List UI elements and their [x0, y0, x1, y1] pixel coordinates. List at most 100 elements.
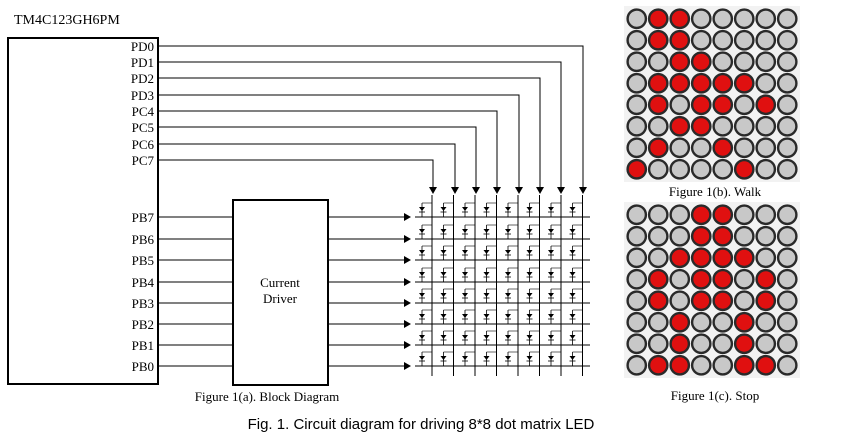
led-diode-symbol [440, 229, 447, 233]
column-pin-label: PD3 [131, 88, 154, 103]
walk-led-display [624, 6, 800, 182]
led-dot-on [712, 94, 734, 116]
led-diode-symbol [548, 250, 554, 254]
column-wire [158, 45, 587, 194]
led-diode-symbol [505, 314, 511, 318]
led-diode-symbol [548, 314, 554, 318]
led-diode-symbol [548, 293, 554, 297]
led-diode-symbol [548, 229, 554, 233]
led-dot-on [755, 290, 777, 312]
led-dot-off [776, 29, 798, 51]
row-pin-label: PB6 [132, 232, 155, 247]
led-dot-off [626, 354, 648, 376]
led-diode-symbol [419, 229, 425, 233]
led-dot-on [647, 354, 669, 376]
led-dot-off [626, 333, 648, 355]
led-dot-off [733, 225, 755, 247]
led-diode-symbol [440, 207, 447, 211]
led-dot-off [626, 290, 648, 312]
led-diode-symbol [505, 335, 511, 339]
led-dot-on [647, 268, 669, 290]
led-dot-on [690, 72, 712, 94]
mcu-name: TM4C123GH6PM [14, 13, 120, 28]
led-diode-symbol [526, 314, 533, 318]
column-wire [158, 159, 437, 194]
led-diode-symbol [505, 250, 511, 254]
led-dot-on [712, 268, 734, 290]
row-pin-label: PB4 [132, 275, 155, 290]
led-diode-symbol [462, 250, 468, 254]
led-diode-symbol [483, 207, 490, 211]
led-diode-symbol [462, 229, 468, 233]
current-driver-label-line2: Driver [263, 291, 298, 306]
led-dot-off [733, 204, 755, 226]
led-dot-off [626, 311, 648, 333]
led-dot-on [712, 72, 734, 94]
led-dot-on [669, 115, 691, 137]
led-dot-off [776, 72, 798, 94]
led-dot-off [755, 72, 777, 94]
led-diode-symbol [548, 272, 554, 276]
led-dot-off [776, 137, 798, 159]
column-pin-label: PC7 [132, 153, 155, 168]
led-dot-on [669, 72, 691, 94]
column-pin-label: PC6 [132, 137, 155, 152]
led-dot-off [733, 29, 755, 51]
led-diode-symbol [505, 207, 511, 211]
led-dot-off [755, 158, 777, 180]
led-dot-off [733, 94, 755, 116]
led-dot-off [647, 225, 669, 247]
led-dot-off [755, 8, 777, 30]
led-diode-symbol [548, 207, 554, 211]
display-background [624, 202, 800, 378]
led-diode-symbol [569, 229, 576, 233]
led-diode-symbol [419, 293, 425, 297]
led-diode-symbol [526, 207, 533, 211]
led-diode-symbol [526, 293, 533, 297]
led-dot-off [690, 311, 712, 333]
led-diode-symbol [569, 207, 576, 211]
led-dot-on [712, 204, 734, 226]
led-dot-on [669, 354, 691, 376]
led-dot-off [626, 115, 648, 137]
led-dot-on [669, 29, 691, 51]
led-dot-off [647, 333, 669, 355]
led-dot-on [647, 72, 669, 94]
caption-block-diagram: Figure 1(a). Block Diagram [195, 389, 339, 404]
led-dot-off [647, 115, 669, 137]
led-diode-symbol [483, 272, 490, 276]
led-dot-off [712, 354, 734, 376]
row-pin-label: PB3 [132, 296, 154, 311]
led-dot-off [712, 8, 734, 30]
led-dot-off [626, 225, 648, 247]
led-dot-off [669, 94, 691, 116]
column-wire [158, 110, 501, 194]
led-diode-symbol [419, 356, 425, 360]
led-dot-off [626, 137, 648, 159]
led-dot-off [776, 204, 798, 226]
led-dot-off [690, 137, 712, 159]
led-dot-off [776, 290, 798, 312]
led-dot-on [647, 290, 669, 312]
row-pin-label: PB1 [132, 338, 154, 353]
led-dot-off [626, 94, 648, 116]
led-diode-symbol [505, 356, 511, 360]
led-dot-off [690, 29, 712, 51]
led-dot-off [669, 158, 691, 180]
led-dot-off [776, 225, 798, 247]
led-dot-on [690, 51, 712, 73]
led-dot-off [712, 115, 734, 137]
led-diode-symbol [569, 356, 576, 360]
led-dot-on [712, 290, 734, 312]
led-dot-off [690, 8, 712, 30]
column-pin-label: PD2 [131, 71, 154, 86]
led-diode-symbol [419, 314, 425, 318]
led-dot-off [776, 115, 798, 137]
led-dot-on [669, 51, 691, 73]
led-dot-off [647, 311, 669, 333]
stop-led-display [624, 202, 800, 378]
led-dot-on [690, 290, 712, 312]
led-dot-off [712, 51, 734, 73]
column-wire [158, 143, 459, 194]
